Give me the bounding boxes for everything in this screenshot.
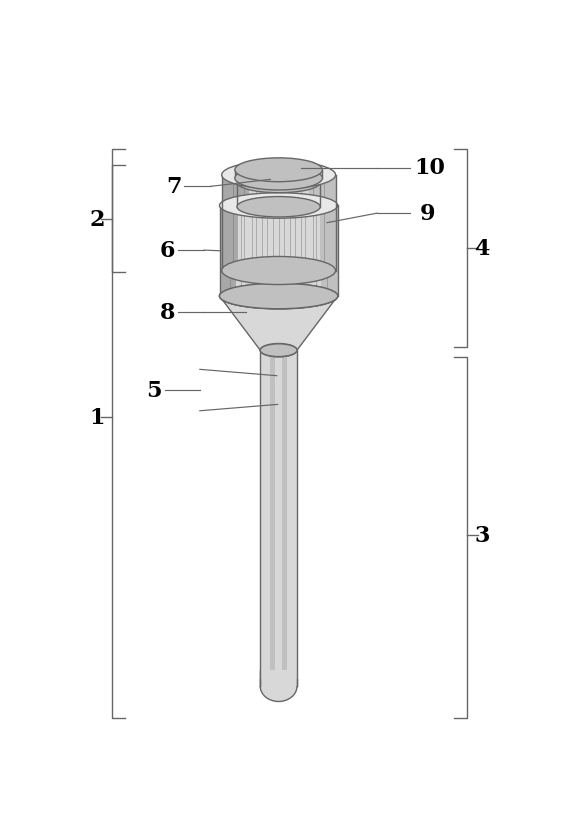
Ellipse shape [220,284,338,309]
Bar [321,206,338,297]
Bar [260,351,297,686]
Text: 7: 7 [166,176,181,198]
Bar [259,670,298,686]
Ellipse shape [221,161,336,189]
Text: 5: 5 [146,380,162,401]
Text: 3: 3 [475,524,490,547]
Bar [219,206,338,297]
Bar [221,175,238,271]
Bar [219,206,236,297]
Text: 10: 10 [414,156,445,179]
Ellipse shape [255,161,303,179]
Text: 8: 8 [160,302,176,323]
Bar [237,184,320,208]
Bar [235,170,323,179]
Ellipse shape [237,198,320,218]
Text: 9: 9 [420,203,435,225]
Bar [310,170,323,179]
Bar [320,175,336,271]
Ellipse shape [221,257,336,285]
Bar [237,184,249,208]
Bar [275,354,282,682]
Ellipse shape [235,159,323,183]
Ellipse shape [260,671,297,701]
Text: 6: 6 [160,240,176,262]
Text: 1: 1 [89,407,105,428]
Ellipse shape [235,167,323,191]
Polygon shape [219,297,338,351]
Text: 4: 4 [475,238,490,260]
Ellipse shape [220,284,338,309]
Text: 2: 2 [89,209,105,232]
Ellipse shape [260,344,297,357]
Bar [308,184,320,208]
Bar [221,175,336,271]
Ellipse shape [220,284,338,309]
Ellipse shape [237,173,320,194]
Bar [235,170,247,179]
Ellipse shape [220,194,338,219]
Ellipse shape [256,176,302,190]
Ellipse shape [260,344,297,357]
Bar [270,352,287,684]
